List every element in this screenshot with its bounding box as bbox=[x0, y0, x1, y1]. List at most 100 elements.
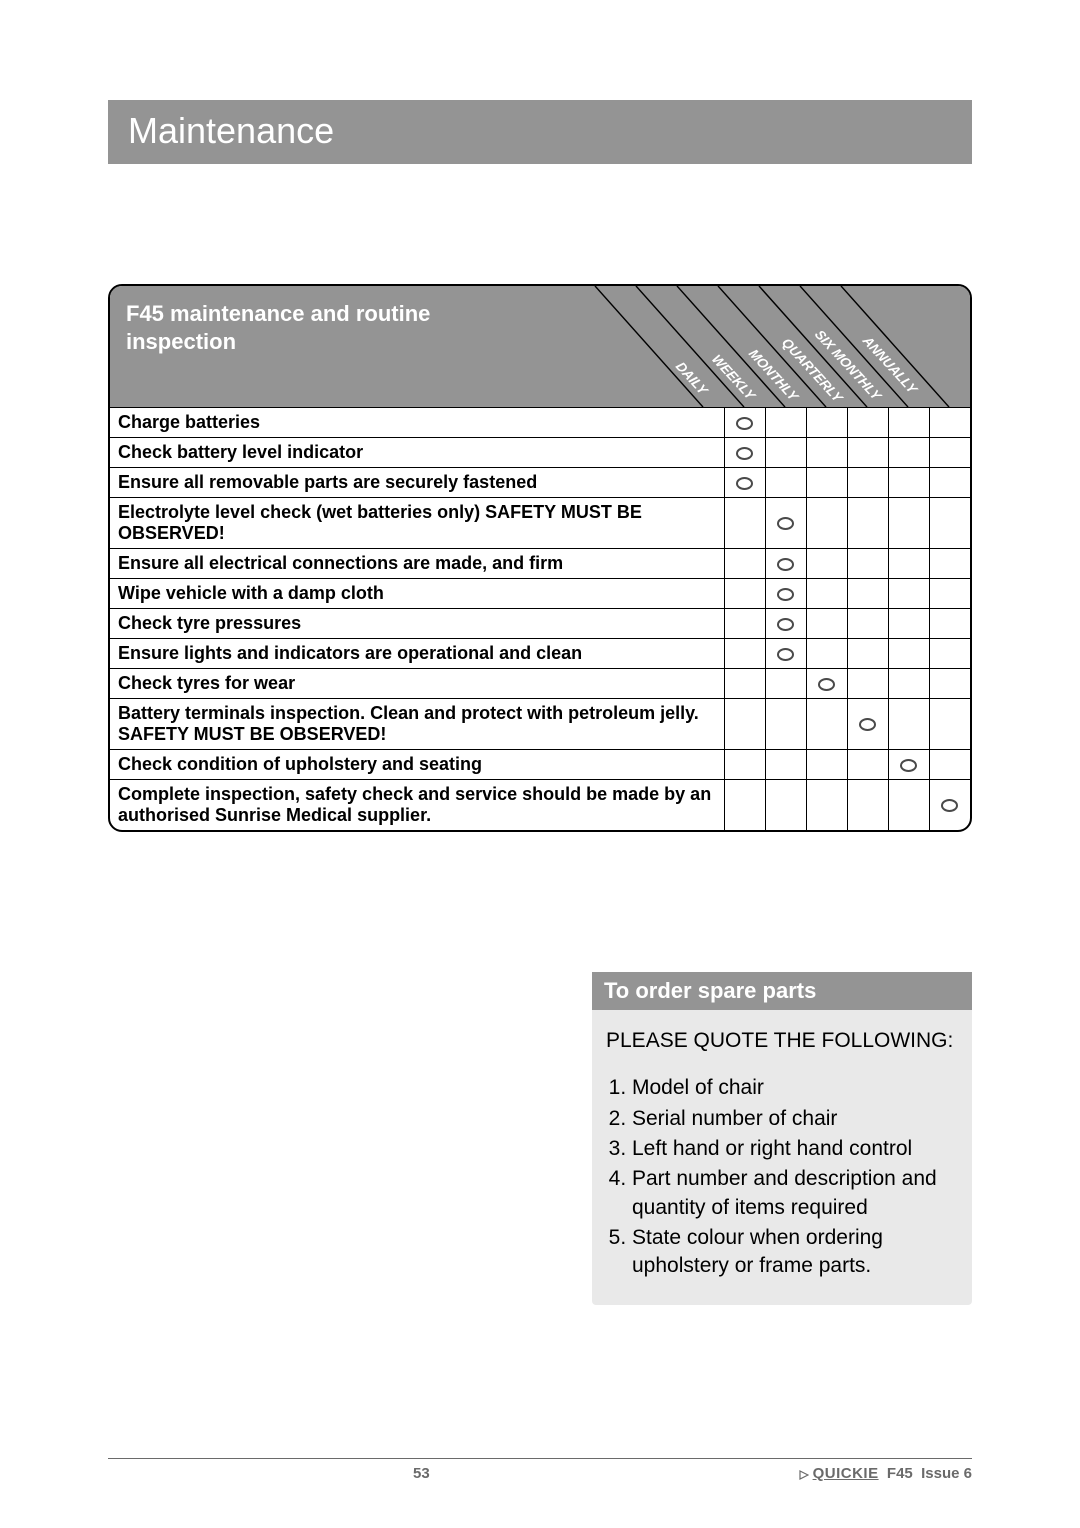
period-cell bbox=[929, 408, 970, 438]
period-cell bbox=[724, 750, 765, 780]
period-cell bbox=[929, 639, 970, 669]
check-dot-icon bbox=[900, 759, 917, 772]
list-item: Left hand or right hand control bbox=[632, 1135, 958, 1163]
period-cell bbox=[765, 549, 806, 579]
period-cell bbox=[806, 639, 847, 669]
footer-page-number: 53 bbox=[413, 1465, 430, 1482]
period-cell bbox=[765, 468, 806, 498]
period-cell bbox=[888, 669, 929, 699]
table-row: Ensure all electrical connections are ma… bbox=[110, 549, 970, 579]
period-cell bbox=[888, 699, 929, 750]
period-cell bbox=[847, 468, 888, 498]
table-row: Electrolyte level check (wet batteries o… bbox=[110, 498, 970, 549]
period-cell bbox=[888, 468, 929, 498]
period-cell bbox=[724, 669, 765, 699]
period-cell bbox=[806, 438, 847, 468]
period-cell bbox=[929, 498, 970, 549]
period-cell bbox=[847, 549, 888, 579]
period-cell bbox=[929, 609, 970, 639]
period-cell bbox=[724, 549, 765, 579]
period-cell bbox=[765, 408, 806, 438]
task-cell: Ensure all removable parts are securely … bbox=[110, 468, 724, 498]
period-cell bbox=[929, 468, 970, 498]
maintenance-heading-line1: F45 maintenance and routine bbox=[126, 301, 430, 326]
check-dot-icon bbox=[777, 517, 794, 530]
task-cell: Check condition of upholstery and seatin… bbox=[110, 750, 724, 780]
period-cell bbox=[765, 609, 806, 639]
list-item: Part number and description and quantity… bbox=[632, 1165, 958, 1222]
period-cell bbox=[724, 609, 765, 639]
list-item: Serial number of chair bbox=[632, 1105, 958, 1133]
period-cell bbox=[806, 699, 847, 750]
period-cell bbox=[806, 549, 847, 579]
period-cell bbox=[847, 699, 888, 750]
period-cell bbox=[806, 579, 847, 609]
period-cell bbox=[724, 699, 765, 750]
page-footer: 53 QUICKIE F45 Issue 6 bbox=[108, 1458, 972, 1482]
period-cell bbox=[847, 408, 888, 438]
table-row: Charge batteries bbox=[110, 408, 970, 438]
task-cell: Charge batteries bbox=[110, 408, 724, 438]
check-dot-icon bbox=[736, 477, 753, 490]
list-item: Model of chair bbox=[632, 1074, 958, 1102]
period-cell bbox=[888, 579, 929, 609]
period-cell bbox=[765, 579, 806, 609]
task-cell: Check tyre pressures bbox=[110, 609, 724, 639]
period-cell bbox=[888, 408, 929, 438]
period-cell bbox=[724, 780, 765, 831]
period-cell bbox=[765, 699, 806, 750]
period-cell bbox=[929, 579, 970, 609]
period-cell bbox=[847, 780, 888, 831]
table-row: Check tyres for wear bbox=[110, 669, 970, 699]
check-dot-icon bbox=[777, 618, 794, 631]
period-cell bbox=[929, 438, 970, 468]
period-cell bbox=[888, 750, 929, 780]
table-row: Wipe vehicle with a damp cloth bbox=[110, 579, 970, 609]
period-cell bbox=[806, 408, 847, 438]
period-cell bbox=[806, 780, 847, 831]
period-header-labels: DAILY WEEKLY MONTHLY QUARTERLY SIX MONTH… bbox=[590, 286, 970, 407]
period-cell bbox=[724, 468, 765, 498]
table-row: Ensure all removable parts are securely … bbox=[110, 468, 970, 498]
task-cell: Wipe vehicle with a damp cloth bbox=[110, 579, 724, 609]
period-cell bbox=[806, 468, 847, 498]
task-cell: Ensure all electrical connections are ma… bbox=[110, 549, 724, 579]
period-cell bbox=[806, 669, 847, 699]
period-cell bbox=[929, 549, 970, 579]
maintenance-heading-line2: inspection bbox=[126, 329, 236, 354]
period-cell bbox=[724, 579, 765, 609]
table-row: Check battery level indicator bbox=[110, 438, 970, 468]
triangle-icon bbox=[799, 1470, 809, 1480]
period-cell bbox=[888, 498, 929, 549]
period-cell bbox=[888, 438, 929, 468]
check-dot-icon bbox=[818, 678, 835, 691]
period-cell bbox=[929, 750, 970, 780]
document-page: Maintenance F45 maintenance and routine … bbox=[0, 0, 1080, 1528]
table-row: Complete inspection, safety check and se… bbox=[110, 780, 970, 831]
period-cell bbox=[806, 609, 847, 639]
task-cell: Ensure lights and indicators are operati… bbox=[110, 639, 724, 669]
period-cell bbox=[765, 780, 806, 831]
footer-brand: QUICKIE F45 Issue 6 bbox=[799, 1465, 972, 1482]
spare-parts-list: Model of chair Serial number of chairLeft… bbox=[606, 1074, 958, 1280]
period-cell bbox=[929, 669, 970, 699]
table-row: Check condition of upholstery and seatin… bbox=[110, 750, 970, 780]
check-dot-icon bbox=[777, 588, 794, 601]
period-cell bbox=[847, 639, 888, 669]
period-cell bbox=[929, 699, 970, 750]
maintenance-table: Charge batteriesCheck battery level indi… bbox=[110, 407, 970, 830]
period-cell bbox=[724, 498, 765, 549]
period-cell bbox=[847, 750, 888, 780]
period-cell bbox=[847, 438, 888, 468]
period-cell bbox=[888, 549, 929, 579]
page-title: Maintenance bbox=[108, 100, 972, 164]
list-item: State colour when ordering upholstery or… bbox=[632, 1224, 958, 1281]
period-cell bbox=[806, 750, 847, 780]
check-dot-icon bbox=[777, 648, 794, 661]
task-cell: Electrolyte level check (wet batteries o… bbox=[110, 498, 724, 549]
task-cell: Complete inspection, safety check and se… bbox=[110, 780, 724, 831]
period-cell bbox=[806, 498, 847, 549]
period-cell bbox=[847, 669, 888, 699]
spare-parts-box: To order spare parts PLEASE QUOTE THE FO… bbox=[592, 972, 972, 1305]
task-cell: Check tyres for wear bbox=[110, 669, 724, 699]
